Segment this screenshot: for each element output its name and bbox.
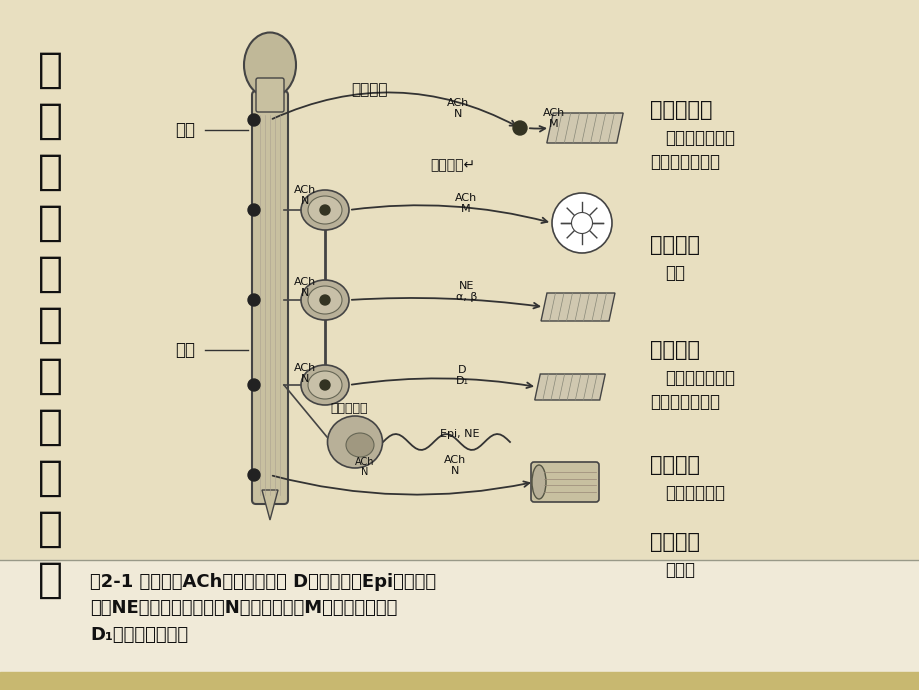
Text: 素；NE：去甲肾上腺素；N：烟碱受体；M：毒蕈碱受体；: 素；NE：去甲肾上腺素；N：烟碱受体；M：毒蕈碱受体；: [90, 599, 397, 617]
Text: α, β: α, β: [456, 292, 477, 302]
Text: N: N: [301, 288, 309, 298]
Ellipse shape: [346, 433, 374, 457]
Text: 肾上腺髓质: 肾上腺髓质: [330, 402, 367, 415]
Circle shape: [320, 380, 330, 390]
Text: 心肌、平滑肌、: 心肌、平滑肌、: [664, 129, 734, 147]
Text: 心肌、平滑肌、: 心肌、平滑肌、: [664, 369, 734, 387]
Text: 递: 递: [38, 508, 62, 550]
Text: 腺体、神经末梢: 腺体、神经末梢: [650, 393, 720, 411]
Text: D₁：多巴胺受体。: D₁：多巴胺受体。: [90, 626, 187, 644]
Circle shape: [248, 379, 260, 391]
Ellipse shape: [301, 365, 348, 405]
Circle shape: [320, 295, 330, 305]
Text: 图2-1 缩写词：ACh：乙酰胆碱； D：多巴胺；Epi：肾上腺: 图2-1 缩写词：ACh：乙酰胆碱； D：多巴胺；Epi：肾上腺: [90, 573, 436, 591]
Circle shape: [248, 294, 260, 306]
Text: 神: 神: [38, 406, 62, 448]
Text: 肾血管平滑肌: 肾血管平滑肌: [664, 484, 724, 502]
Text: 经: 经: [38, 202, 62, 244]
Circle shape: [248, 469, 260, 481]
Text: ACh: ACh: [293, 185, 316, 195]
Text: ACh: ACh: [293, 363, 316, 373]
Text: 副交感神经: 副交感神经: [650, 100, 711, 120]
Text: 节前纤维: 节前纤维: [351, 83, 388, 97]
Text: 运动神经: 运动神经: [650, 532, 699, 552]
FancyBboxPatch shape: [530, 462, 598, 502]
Text: NE: NE: [459, 281, 474, 291]
FancyBboxPatch shape: [255, 78, 284, 112]
Text: 交感神经: 交感神经: [650, 235, 699, 255]
Ellipse shape: [308, 371, 342, 399]
FancyBboxPatch shape: [252, 91, 288, 504]
Text: 和: 和: [38, 355, 62, 397]
Text: 延髓: 延髓: [175, 121, 195, 139]
Ellipse shape: [301, 190, 348, 230]
Text: 骨骼肌: 骨骼肌: [664, 561, 694, 579]
Ellipse shape: [301, 280, 348, 320]
Polygon shape: [540, 293, 614, 321]
Circle shape: [571, 213, 592, 233]
Text: N: N: [361, 467, 369, 477]
Text: D₁: D₁: [455, 376, 468, 386]
Bar: [0, 672, 919, 690]
Text: ACh: ACh: [542, 108, 564, 118]
Text: N: N: [301, 196, 309, 206]
Text: 节后纤维↵: 节后纤维↵: [429, 158, 474, 172]
Text: N: N: [450, 466, 459, 476]
Text: N: N: [301, 374, 309, 384]
Circle shape: [513, 121, 527, 135]
Text: 脊髓: 脊髓: [175, 341, 195, 359]
Text: M: M: [460, 204, 471, 214]
Text: 汗腺: 汗腺: [664, 264, 685, 282]
Text: 腺体、神经末梢: 腺体、神经末梢: [650, 153, 720, 171]
Text: ACh: ACh: [293, 277, 316, 287]
Text: 神: 神: [38, 151, 62, 193]
Text: D: D: [458, 365, 466, 375]
Text: 交感神经: 交感神经: [650, 455, 699, 475]
Circle shape: [551, 193, 611, 253]
Text: ACh: ACh: [355, 457, 374, 467]
Circle shape: [320, 205, 330, 215]
Text: ACh: ACh: [443, 455, 466, 465]
Text: ACh: ACh: [447, 98, 469, 108]
Text: M: M: [549, 119, 558, 129]
Polygon shape: [534, 374, 605, 400]
Ellipse shape: [244, 32, 296, 97]
Text: 经: 经: [38, 457, 62, 499]
Text: 解: 解: [38, 253, 62, 295]
Text: 出: 出: [38, 100, 62, 142]
Text: N: N: [453, 109, 461, 119]
Text: ACh: ACh: [454, 193, 477, 203]
Text: 剖: 剖: [38, 304, 62, 346]
Polygon shape: [262, 490, 278, 520]
Circle shape: [248, 114, 260, 126]
Bar: [0, 560, 919, 690]
Ellipse shape: [327, 416, 382, 468]
Text: Epi, NE: Epi, NE: [440, 429, 479, 439]
Circle shape: [248, 204, 260, 216]
Ellipse shape: [531, 465, 545, 499]
Ellipse shape: [308, 196, 342, 224]
Ellipse shape: [308, 286, 342, 314]
Text: 传: 传: [38, 49, 62, 91]
Text: 交感神经: 交感神经: [650, 340, 699, 360]
Text: 质: 质: [38, 559, 62, 601]
Polygon shape: [546, 113, 622, 143]
